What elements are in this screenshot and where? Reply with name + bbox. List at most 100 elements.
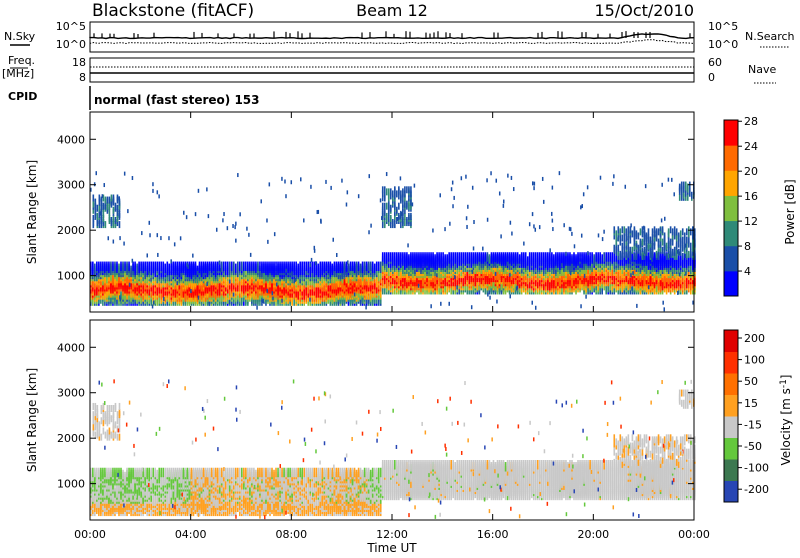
power-cell [374,264,376,274]
power-cell [160,262,162,272]
power-cell [569,252,571,262]
power-cell [605,252,607,262]
power-cell [199,262,201,272]
power-cell [111,217,113,224]
power-cell [103,203,105,210]
power-cell [225,262,227,272]
power-cell [95,199,97,206]
nsky-tick-top: 10^5 [56,20,86,33]
nsky-spikes [94,31,690,38]
power-cell [611,252,613,262]
power-cell [115,217,117,224]
power-cell [466,252,468,262]
power-cell [140,262,142,272]
power-cell [150,262,152,272]
power-cell [505,252,507,262]
power-cell [269,262,271,272]
power-cell [201,262,203,272]
power-cell [537,252,539,262]
power-cell [394,252,396,262]
power-cell [114,262,116,272]
power-cell [519,254,521,263]
power-cell [577,252,579,262]
power-cell [207,262,209,272]
power-cell [99,195,101,202]
power-cell [388,252,390,262]
power-cell [464,252,466,262]
power-cell [418,252,420,262]
power-cell [438,252,440,262]
power-cell [106,262,108,272]
power-cell [115,203,117,210]
power-cell [352,262,354,272]
power-cell [122,262,124,272]
power-cell [501,252,503,262]
power-cell [446,254,448,263]
power-cell [589,252,591,262]
power-cell [507,252,509,262]
nsearch-tick-bottom: 10^0 [708,38,738,51]
power-cell [346,262,348,272]
power-cell [177,262,179,272]
power-cell [428,252,430,262]
power-cell [440,252,442,262]
power-cell [112,262,114,272]
power-cell [305,262,307,272]
power-cell [533,252,535,262]
power-cell [489,254,491,263]
power-cell [581,252,583,262]
power-cell [398,252,400,262]
nsky-trace [90,34,694,39]
power-cell [235,264,237,274]
power-cell [303,262,305,272]
power-cell [263,262,265,272]
power-cell [342,262,344,272]
power-cell [390,252,392,262]
power-cell [509,252,511,262]
power-cell [322,262,324,272]
date-title: 15/Oct/2010 [594,1,694,20]
power-cell [102,262,104,272]
power-cell [426,252,428,262]
power-cell [648,252,650,262]
power-cell [287,262,289,272]
power-cell [481,252,483,262]
power-cell [229,262,231,272]
power-cell [366,262,368,272]
power-cell [183,262,185,272]
power-cell [98,262,100,272]
power-cell [111,195,113,202]
power-cell [384,252,386,262]
power-cell [97,213,99,220]
power-cell [535,252,537,262]
power-cell [368,262,370,272]
power-cell [529,252,531,262]
power-cell [483,252,485,262]
power-cell [539,252,541,262]
power-cell [191,262,193,272]
power-cell [477,281,479,291]
power-cell [118,264,120,274]
power-cell [301,262,303,272]
power-cell [458,252,460,262]
power-cell [117,205,119,212]
power-cell [525,252,527,262]
power-cell [406,252,408,262]
power-cell [158,262,160,272]
power-cell [105,197,107,204]
power-cell [336,262,338,272]
power-cell [255,262,257,272]
power-cell [279,262,281,272]
power-cell [101,215,103,222]
power-cell [521,252,523,262]
power-cell [400,252,402,262]
cpid-label: CPID [8,90,37,103]
power-cell [162,262,164,272]
nsky-panel [90,22,694,52]
power-cell [107,203,109,210]
power-cell [100,262,102,272]
power-cell [326,262,328,272]
station-title: Blackstone (fitACF) [92,1,254,21]
freq-tick-bottom: 8 [79,71,86,84]
